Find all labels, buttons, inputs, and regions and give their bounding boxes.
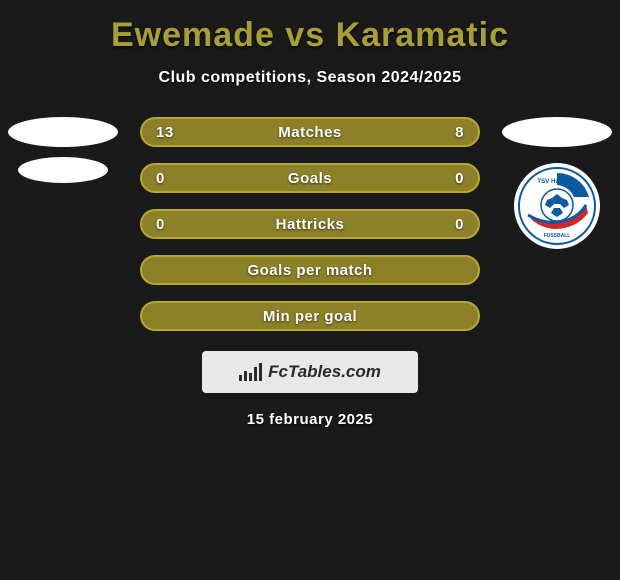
tsv-hartberg-icon: TSV Hartberg FUSSBALL: [518, 167, 596, 245]
left-badge-column: [8, 117, 118, 183]
stat-left-value: 0: [156, 170, 206, 187]
logo-bottom-text: FUSSBALL: [544, 233, 571, 239]
stat-left-value: 0: [156, 216, 206, 233]
stat-label: Goals per match: [247, 262, 372, 279]
stat-right-value: 8: [414, 124, 464, 141]
left-ellipse-1: [8, 117, 118, 147]
page-title: Ewemade vs Karamatic: [111, 16, 509, 55]
logo-top-text: TSV Hartberg: [537, 178, 577, 185]
stat-row: 0 Hattricks 0: [140, 209, 480, 239]
subtitle: Club competitions, Season 2024/2025: [159, 69, 462, 87]
stat-label: Matches: [278, 124, 342, 141]
right-ellipse-1: [502, 117, 612, 147]
date-label: 15 february 2025: [247, 411, 373, 428]
stats-area: 13 Matches 8 0 Goals 0 0 Hattricks 0 Goals per ma…: [0, 117, 620, 331]
barchart-icon: [239, 363, 262, 381]
right-badge-column: TSV Hartberg FUSSBALL: [502, 117, 612, 249]
stat-row: 0 Goals 0: [140, 163, 480, 193]
stat-row: 13 Matches 8: [140, 117, 480, 147]
stats-list: 13 Matches 8 0 Goals 0 0 Hattricks 0 Goals per ma…: [140, 117, 480, 331]
stat-label: Hattricks: [276, 216, 345, 233]
stat-left-value: 13: [156, 124, 206, 141]
right-club-logo: TSV Hartberg FUSSBALL: [514, 163, 600, 249]
stat-label: Goals: [288, 170, 332, 187]
stat-right-value: 0: [414, 170, 464, 187]
stat-row: Min per goal: [140, 301, 480, 331]
stat-row: Goals per match: [140, 255, 480, 285]
left-ellipse-2: [18, 157, 108, 183]
branding-text: FcTables.com: [268, 362, 381, 382]
stat-right-value: 0: [414, 216, 464, 233]
stat-label: Min per goal: [263, 308, 357, 325]
branding-box: FcTables.com: [202, 351, 418, 393]
